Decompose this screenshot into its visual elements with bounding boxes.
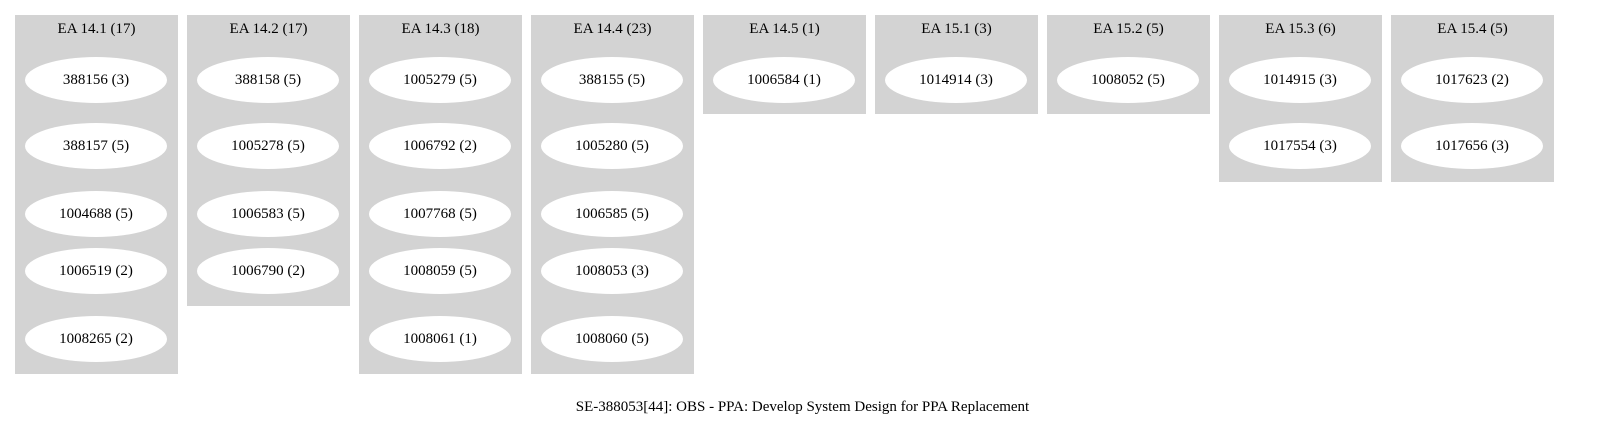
node[interactable]: 1006790 (2) <box>197 248 339 294</box>
node[interactable]: 1008059 (5) <box>369 248 511 294</box>
node[interactable]: 1006584 (1) <box>713 57 855 103</box>
node[interactable]: 1017623 (2) <box>1401 57 1543 103</box>
node[interactable]: 1005278 (5) <box>197 123 339 169</box>
node[interactable]: 1004688 (5) <box>25 191 167 237</box>
node[interactable]: 1017656 (3) <box>1401 123 1543 169</box>
node[interactable]: 388156 (3) <box>25 57 167 103</box>
cluster-ea-14-2: EA 14.2 (17) 388158 (5) 1005278 (5) 1006… <box>187 15 350 306</box>
node[interactable]: 1005280 (5) <box>541 123 683 169</box>
cluster-ea-14-4: EA 14.4 (23) 388155 (5) 1005280 (5) 1006… <box>531 15 694 374</box>
cluster-label: EA 15.4 (5) <box>1437 21 1508 37</box>
cluster-ea-14-1: EA 14.1 (17) 388156 (3) 388157 (5) 10046… <box>15 15 178 374</box>
node[interactable]: 1008265 (2) <box>25 316 167 362</box>
diagram-caption: SE-388053[44]: OBS - PPA: Develop System… <box>575 399 1030 415</box>
node[interactable]: 1008052 (5) <box>1057 57 1199 103</box>
cluster-ea-14-5: EA 14.5 (1) 1006584 (1) <box>703 15 866 114</box>
node[interactable]: 1006583 (5) <box>197 191 339 237</box>
node[interactable]: 1014914 (3) <box>885 57 1027 103</box>
node[interactable]: 1008061 (1) <box>369 316 511 362</box>
node[interactable]: 388155 (5) <box>541 57 683 103</box>
cluster-ea-15-2: EA 15.2 (5) 1008052 (5) <box>1047 15 1210 114</box>
cluster-label: EA 14.3 (18) <box>401 21 480 37</box>
cluster-ea-15-3: EA 15.3 (6) 1014915 (3) 1017554 (3) <box>1219 15 1382 182</box>
node[interactable]: 1007768 (5) <box>369 191 511 237</box>
node[interactable]: 388157 (5) <box>25 123 167 169</box>
node[interactable]: 1006585 (5) <box>541 191 683 237</box>
node[interactable]: 1014915 (3) <box>1229 57 1371 103</box>
node[interactable]: 388158 (5) <box>197 57 339 103</box>
node[interactable]: 1008053 (3) <box>541 248 683 294</box>
node[interactable]: 1008060 (5) <box>541 316 683 362</box>
node[interactable]: 1006519 (2) <box>25 248 167 294</box>
cluster-label: EA 14.5 (1) <box>749 21 820 37</box>
node[interactable]: 1005279 (5) <box>369 57 511 103</box>
cluster-ea-14-3: EA 14.3 (18) 1005279 (5) 1006792 (2) 100… <box>359 15 522 374</box>
node[interactable]: 1017554 (3) <box>1229 123 1371 169</box>
cluster-label: EA 15.2 (5) <box>1093 21 1164 37</box>
cluster-label: EA 15.1 (3) <box>921 21 992 37</box>
cluster-label: EA 14.4 (23) <box>573 21 652 37</box>
cluster-label: EA 15.3 (6) <box>1265 21 1336 37</box>
node[interactable]: 1006792 (2) <box>369 123 511 169</box>
cluster-ea-15-1: EA 15.1 (3) 1014914 (3) <box>875 15 1038 114</box>
cluster-label: EA 14.2 (17) <box>229 21 308 37</box>
cluster-ea-15-4: EA 15.4 (5) 1017623 (2) 1017656 (3) <box>1391 15 1554 182</box>
cluster-label: EA 14.1 (17) <box>57 21 136 37</box>
